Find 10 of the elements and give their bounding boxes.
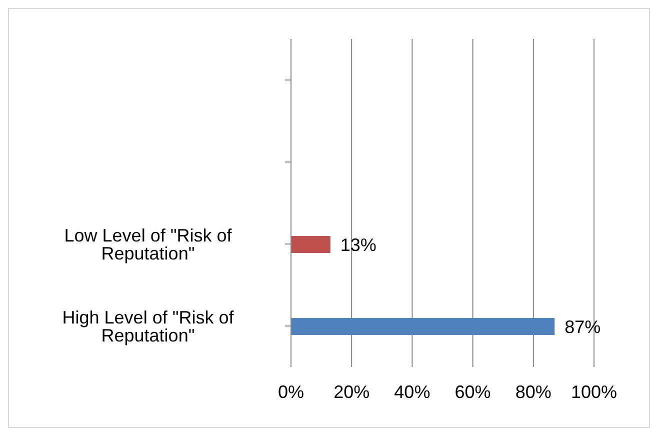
y-tick-label: High Level of "Risk of Reputation" (62, 307, 235, 346)
x-tick-label: 100% (570, 382, 618, 402)
x-tick-label: 40% (394, 382, 430, 402)
x-tick-label: 0% (278, 382, 304, 402)
x-tick-label: 20% (334, 382, 370, 402)
x-tick-label: 80% (515, 382, 552, 402)
x-tick-label: 60% (454, 382, 491, 402)
data-label: 87% (564, 316, 601, 337)
data-label: 13% (340, 234, 376, 255)
y-tick-label: Low Level of "Risk of Reputation" (64, 225, 233, 264)
